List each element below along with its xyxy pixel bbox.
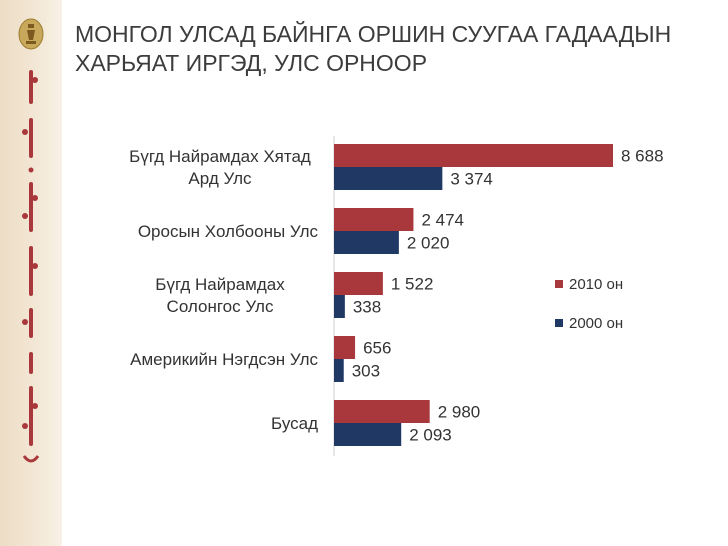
bar-2000-0 <box>334 167 443 190</box>
bar-2000-4 <box>334 423 402 446</box>
value-label-2000-2: 338 <box>353 298 381 317</box>
mongolian-script-vertical-icon <box>22 70 40 463</box>
category-label-0-line-0: Бүгд Найрамдах Хятад <box>129 147 311 166</box>
bar-2000-3 <box>334 359 344 382</box>
category-label-4-line-0: Бусад <box>271 414 318 433</box>
legend-label-2010: 2010 он <box>569 275 624 293</box>
title-line-2: ХАРЬЯАТ ИРГЭД, УЛС ОРНООР <box>75 50 428 76</box>
category-label-3-line-0: Америкийн Нэгдсэн Улс <box>130 350 318 369</box>
category-label-2-line-0: Бүгд Найрамдах <box>155 275 285 294</box>
chart-legend: 2010 он 2000 он <box>555 273 623 351</box>
sidebar-decoration <box>0 0 62 546</box>
bar-chart: 8 688 3 374 2 474 2 020 1 522 338 656 303 2 980 2… <box>129 136 664 456</box>
value-label-2010-0: 8 688 <box>621 147 664 166</box>
value-label-2000-4: 2 093 <box>409 426 452 445</box>
value-label-2010-4: 2 980 <box>438 403 481 422</box>
bar-2010-1 <box>334 208 414 231</box>
value-label-2000-0: 3 374 <box>450 170 493 189</box>
value-label-2010-2: 1 522 <box>391 275 434 294</box>
value-label-2000-3: 303 <box>352 362 380 381</box>
mongolia-state-emblem-icon <box>18 18 44 50</box>
bar-2000-1 <box>334 231 399 254</box>
bar-2000-2 <box>334 295 345 318</box>
legend-item-2010: 2010 он <box>555 273 623 295</box>
bar-2010-3 <box>334 336 356 359</box>
value-label-2000-1: 2 020 <box>407 234 450 253</box>
legend-item-2000: 2000 он <box>555 312 623 334</box>
title-line-1: МОНГОЛ УЛСАД БАЙНГА ОРШИН СУУГАА ГАДААДЫ… <box>75 21 672 47</box>
category-label-0-line-1: Ард Улс <box>188 169 252 188</box>
legend-swatch-2010 <box>555 280 563 288</box>
value-label-2010-1: 2 474 <box>421 211 464 230</box>
category-label-2-line-1: Солонгос Улс <box>167 297 274 316</box>
bar-2010-2 <box>334 272 383 295</box>
legend-label-2000: 2000 он <box>569 314 624 332</box>
slide-title: МОНГОЛ УЛСАД БАЙНГА ОРШИН СУУГАА ГАДААДЫ… <box>75 20 715 78</box>
bar-2010-0 <box>334 144 613 167</box>
bar-2010-4 <box>334 400 430 423</box>
legend-swatch-2000 <box>555 319 563 327</box>
category-label-1-line-0: Оросын Холбооны Улс <box>138 222 319 241</box>
value-label-2010-3: 656 <box>363 339 391 358</box>
